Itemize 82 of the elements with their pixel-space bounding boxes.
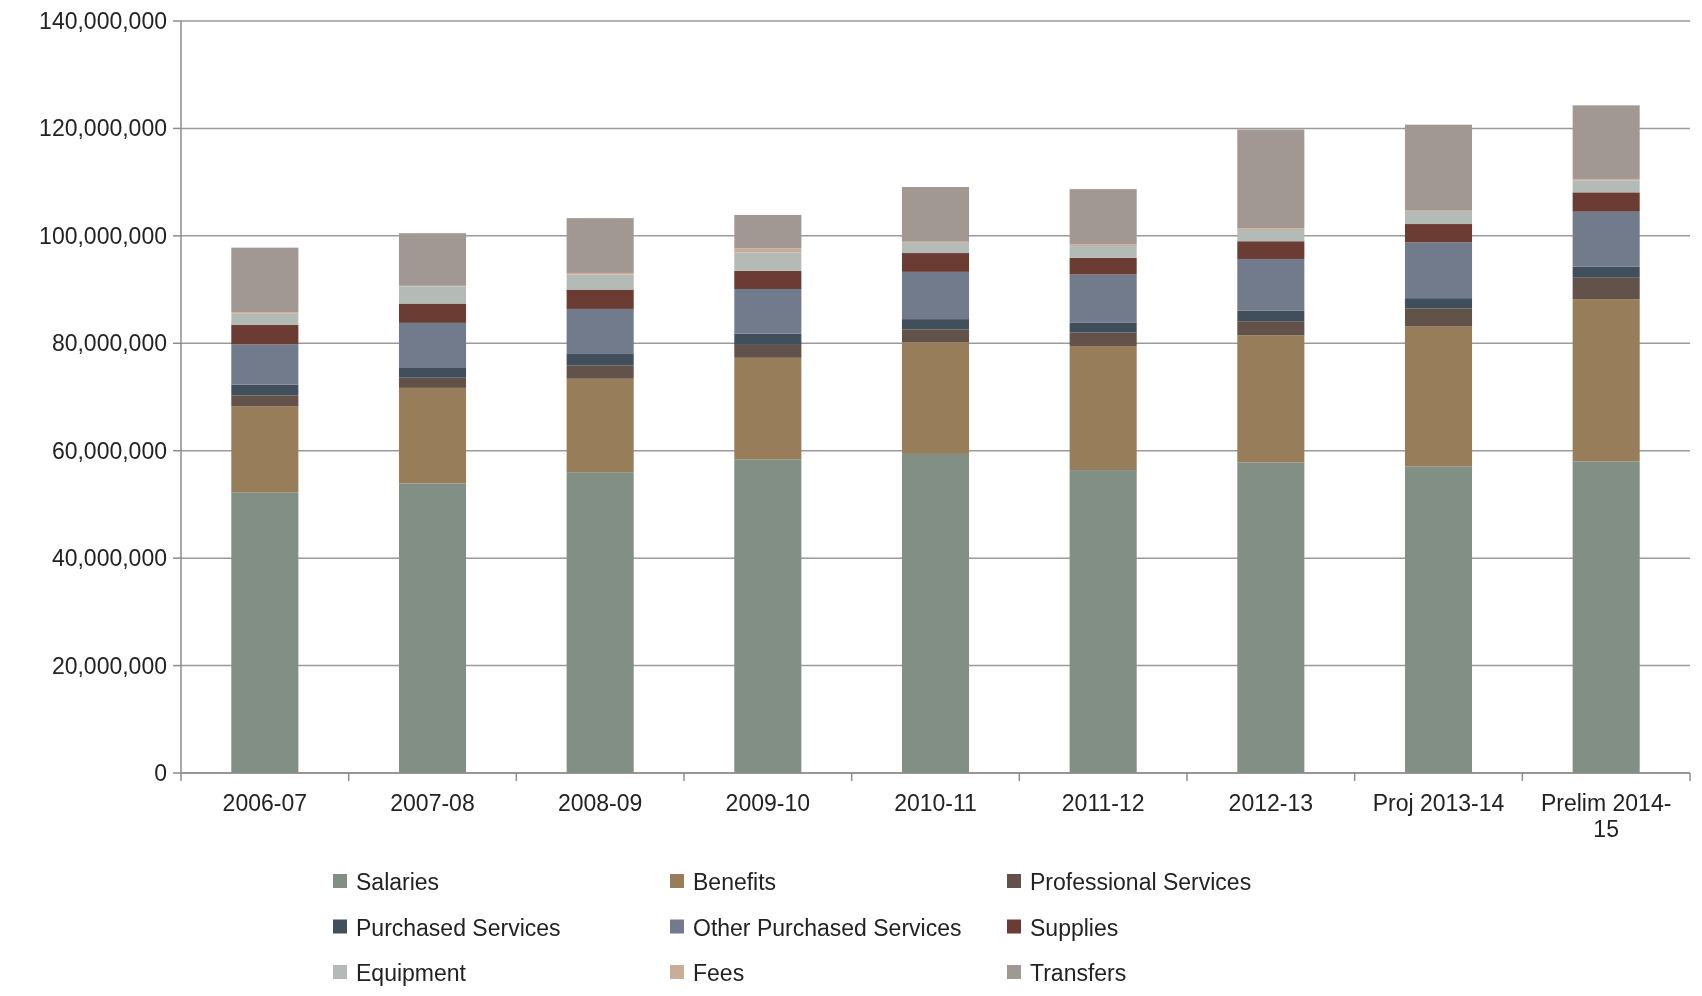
bar — [1237, 241, 1305, 259]
bar — [398, 377, 467, 388]
bar — [566, 308, 634, 355]
x-tick-label: 2012-13 — [1228, 790, 1314, 816]
bar — [734, 344, 802, 358]
bar — [1069, 332, 1137, 346]
bar — [566, 289, 634, 309]
bar — [398, 303, 467, 323]
bar — [1069, 345, 1137, 471]
y-tick-label: 100,000,000 — [39, 222, 167, 249]
bar — [734, 270, 802, 290]
x-tick-label: Prelim 2014-15 — [1540, 790, 1672, 843]
bar — [901, 319, 970, 330]
bar — [1069, 246, 1137, 258]
x-tick-label: 2010-11 — [894, 790, 977, 816]
bar — [901, 271, 970, 320]
bar — [1404, 211, 1473, 225]
x-tick-label: 2007-08 — [390, 790, 475, 816]
bar — [566, 354, 634, 366]
x-tick-label: Proj 2013-14 — [1372, 790, 1505, 816]
bar — [734, 333, 802, 345]
bar — [1237, 321, 1305, 336]
bar — [231, 406, 299, 493]
bar — [231, 247, 299, 313]
bar — [1069, 257, 1137, 275]
bar — [1237, 258, 1305, 311]
bar — [1237, 335, 1305, 463]
bar — [231, 395, 299, 407]
y-tick-label: 0 — [154, 760, 167, 787]
x-tick-label: 2006-07 — [222, 790, 308, 816]
bar — [231, 344, 299, 385]
bar — [231, 384, 299, 396]
bar — [1404, 224, 1473, 243]
bar — [901, 329, 970, 343]
bar — [1237, 310, 1305, 322]
legend-label: Fees — [693, 960, 745, 986]
bar — [1572, 192, 1640, 212]
legend-label: Benefits — [693, 869, 777, 895]
bar — [398, 367, 467, 378]
legend-label: Transfers — [1030, 960, 1127, 986]
bar — [901, 242, 970, 254]
y-tick-label: 80,000,000 — [51, 330, 167, 357]
bar — [1572, 180, 1640, 193]
bar — [566, 378, 634, 473]
legend-label: Professional Services — [1030, 869, 1252, 895]
y-tick-label: 40,000,000 — [51, 545, 167, 572]
legend-label: Other Purchased Services — [693, 914, 962, 941]
bar — [734, 248, 802, 253]
x-tick-label: 2008-09 — [557, 790, 643, 816]
bar — [1572, 266, 1640, 278]
x-tick-label: 2011-12 — [1061, 790, 1145, 816]
bar — [1572, 211, 1640, 267]
bar — [1069, 274, 1137, 323]
bar — [1572, 299, 1640, 462]
y-tick-label: 60,000,000 — [51, 437, 167, 464]
bar — [1404, 298, 1473, 309]
bar — [231, 313, 299, 326]
bar — [398, 286, 467, 304]
x-tick-label: 2009-10 — [725, 790, 811, 816]
bar — [734, 357, 802, 460]
bar — [231, 325, 299, 345]
bar — [734, 252, 802, 271]
bar — [566, 365, 634, 379]
bar — [1404, 308, 1473, 327]
bar — [566, 274, 634, 290]
bar — [1237, 229, 1305, 242]
y-tick-label: 20,000,000 — [51, 652, 167, 679]
bar — [398, 322, 467, 368]
legend-label: Supplies — [1030, 914, 1119, 941]
legend-label: Salaries — [356, 869, 440, 895]
bar — [734, 289, 802, 334]
bar — [901, 253, 970, 272]
y-tick-label: 120,000,000 — [39, 115, 167, 142]
bar — [1404, 242, 1473, 299]
bar — [1404, 326, 1473, 467]
bar — [1572, 277, 1640, 300]
bar — [398, 387, 467, 484]
y-tick-label: 140,000,000 — [39, 8, 167, 35]
legend-label: Equipment — [356, 960, 467, 986]
bar — [1069, 322, 1137, 333]
legend-label: Purchased Services — [356, 914, 561, 941]
bar — [901, 342, 970, 454]
